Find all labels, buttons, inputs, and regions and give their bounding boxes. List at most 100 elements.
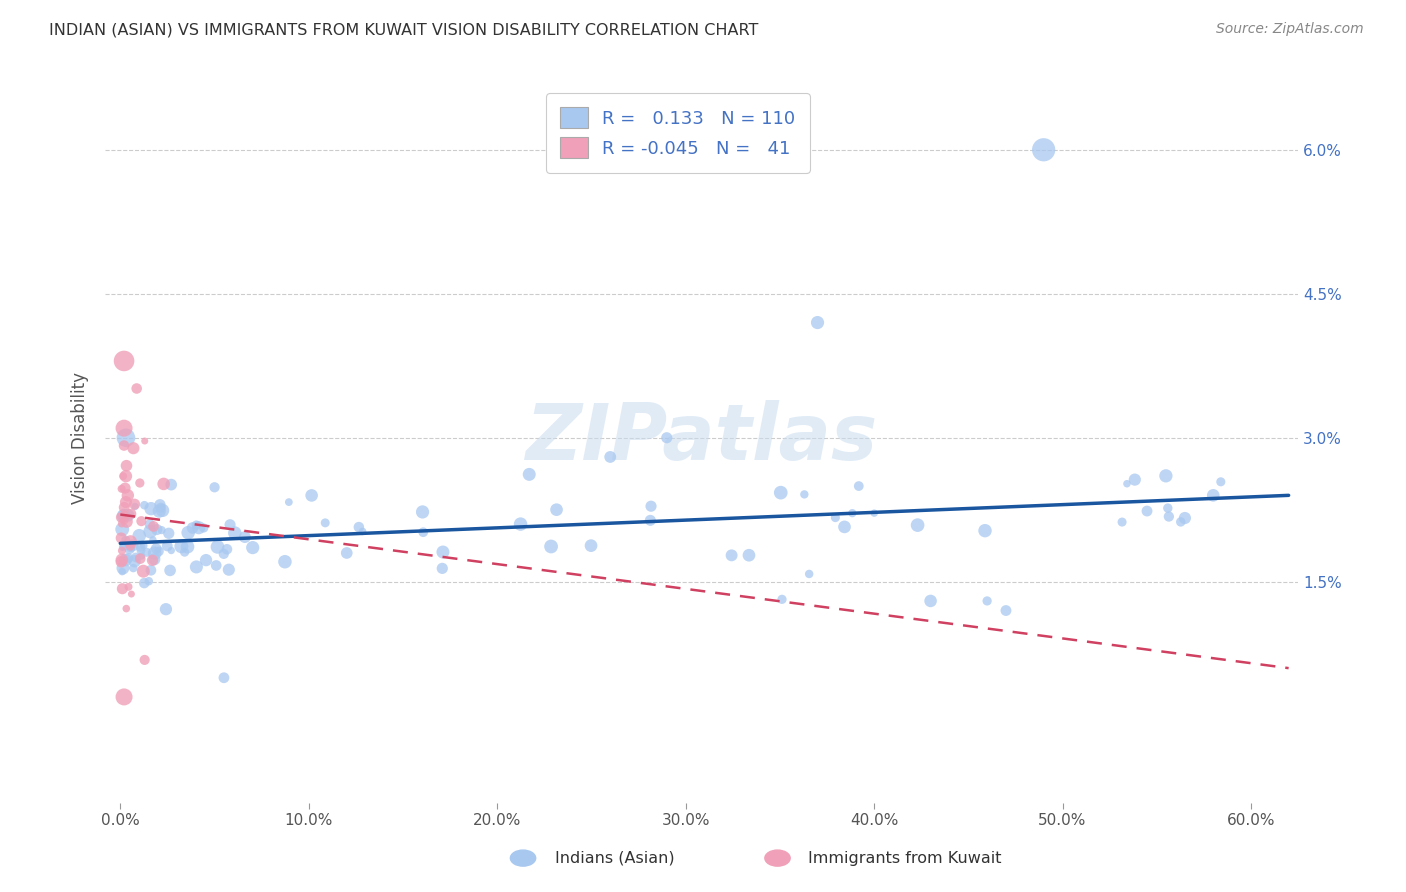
Point [218,563,240,577]
Point [160,477,183,491]
Point [176,540,198,554]
Point [841,506,863,520]
Point [181,521,204,535]
Point [148,504,170,518]
Point [110,510,132,524]
Point [187,521,209,535]
Point [215,542,238,557]
Point [177,525,200,540]
Point [112,354,135,368]
Point [134,434,156,448]
Point [1136,504,1159,518]
Y-axis label: Vision Disability: Vision Disability [72,372,89,504]
Point [110,555,132,569]
Point [120,587,142,601]
Point [135,545,157,559]
Point [131,514,153,528]
Point [233,530,256,544]
Point [129,543,152,558]
Point [301,488,323,502]
Point [655,431,678,445]
Point [149,498,172,512]
Point [125,550,148,565]
Point [120,540,142,554]
Point [546,502,568,516]
Point [336,546,359,560]
Point [1123,473,1146,487]
Point [159,563,181,577]
Text: Immigrants from Kuwait: Immigrants from Kuwait [808,851,1002,865]
Point [540,540,562,554]
Point [155,602,177,616]
Point [1170,515,1192,529]
Point [134,498,156,512]
Point [142,519,165,533]
Point [134,576,156,591]
Point [720,549,742,563]
Text: INDIAN (ASIAN) VS IMMIGRANTS FROM KUWAIT VISION DISABILITY CORRELATION CHART: INDIAN (ASIAN) VS IMMIGRANTS FROM KUWAIT… [49,22,759,37]
Point [114,553,136,567]
Point [219,517,242,532]
Point [193,521,215,535]
Point [156,539,179,553]
Point [122,441,145,455]
Point [139,517,162,532]
Point [124,500,146,514]
Point [599,450,621,464]
Point [112,507,135,521]
Point [834,520,856,534]
Point [640,500,662,514]
Point [863,506,886,520]
Point [352,524,374,539]
Point [517,467,540,482]
Point [212,671,235,685]
Point [121,538,143,552]
Point [224,526,246,541]
Point [114,481,136,495]
Point [115,458,138,473]
Point [160,543,183,558]
Point [141,553,163,567]
Point [1174,511,1197,525]
Point [111,582,134,596]
Point [112,508,135,523]
Point [974,524,997,538]
Point [146,523,169,537]
Point [139,524,162,539]
Point [134,653,156,667]
Point [115,601,138,615]
Point [112,421,135,435]
Legend: R =   0.133   N = 110, R = -0.045   N =   41: R = 0.133 N = 110, R = -0.045 N = 41 [546,93,810,172]
Point [1157,509,1180,524]
Text: ZIPatlas: ZIPatlas [526,400,877,475]
Point [1032,143,1054,157]
Point [170,539,193,553]
Point [122,561,145,575]
Point [129,551,152,566]
Point [806,316,828,330]
Point [799,566,821,581]
Point [770,592,793,607]
Point [142,533,165,547]
Point [139,563,162,577]
Point [1209,475,1232,489]
Point [112,513,135,527]
Point [1157,501,1180,516]
Point [432,561,454,575]
Point [120,534,142,549]
Point [207,540,229,554]
Point [143,546,166,560]
Point [112,508,135,523]
Point [115,495,138,509]
Point [129,540,152,554]
Point [118,541,141,556]
Point [117,580,139,594]
Point [139,501,162,516]
Point [115,537,138,551]
Point [112,539,135,553]
Point [112,469,135,483]
Point [347,520,370,534]
Point [117,508,139,523]
Point [205,558,228,573]
Point [117,551,139,566]
